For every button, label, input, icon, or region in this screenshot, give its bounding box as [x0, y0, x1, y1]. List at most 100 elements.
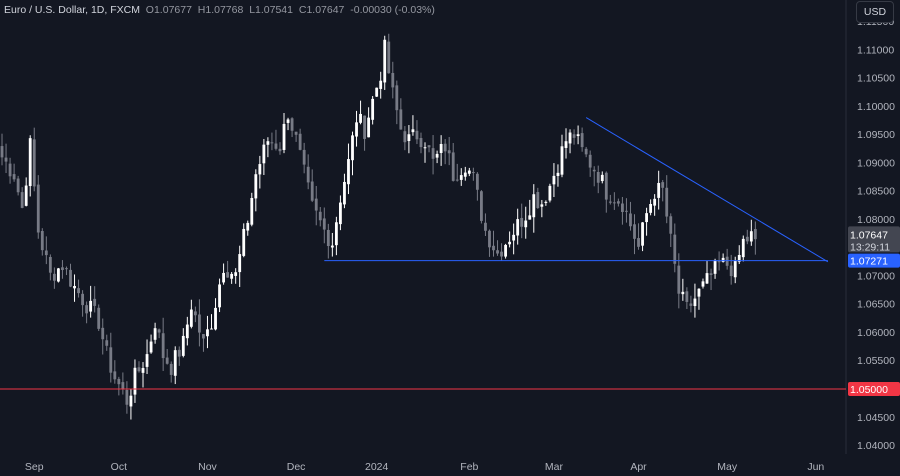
candle	[254, 169, 258, 212]
candle	[20, 187, 24, 209]
candle-body	[455, 179, 459, 181]
candle	[596, 165, 600, 194]
candle-body	[363, 115, 366, 139]
candle-body	[709, 273, 713, 275]
candle	[290, 117, 294, 138]
candle	[73, 274, 76, 302]
candle-body	[339, 202, 342, 225]
candle	[97, 304, 101, 331]
candle-body	[524, 220, 528, 228]
candle-body	[604, 172, 608, 200]
candle-body	[294, 131, 298, 135]
candle-body	[270, 142, 274, 144]
candle	[616, 198, 620, 207]
candle-body	[330, 245, 334, 248]
candle-body	[548, 185, 552, 201]
candle	[302, 142, 306, 174]
candle	[242, 223, 246, 258]
candle-body	[657, 182, 661, 198]
candle-body	[697, 288, 701, 297]
candle	[480, 190, 483, 224]
candle-body	[278, 148, 282, 152]
candle-body	[705, 273, 709, 284]
candle	[339, 195, 342, 231]
candle	[576, 125, 580, 145]
candle-body	[480, 191, 483, 221]
candle	[105, 334, 109, 351]
candles	[0, 33, 757, 420]
candle	[516, 208, 520, 245]
change-value: -0.00030 (-0.03%)	[350, 4, 435, 16]
candle-body	[73, 285, 76, 289]
candle-body	[52, 273, 56, 281]
candle-body	[57, 268, 60, 282]
candle	[177, 346, 181, 366]
candle	[141, 362, 145, 388]
candle-body	[508, 241, 512, 245]
candle	[314, 185, 318, 226]
candle-body	[198, 314, 201, 333]
candle	[657, 170, 661, 210]
y-tick-label: 1.04500	[857, 412, 895, 424]
candle-body	[149, 341, 153, 353]
candle-body	[4, 157, 8, 162]
candle-body	[81, 293, 84, 306]
candle-body	[371, 98, 375, 120]
candle	[52, 267, 56, 289]
candle	[157, 328, 161, 339]
candle-body	[633, 224, 636, 239]
candle	[298, 128, 302, 151]
candle	[210, 314, 213, 330]
candle-body	[540, 204, 544, 207]
candle-body	[266, 141, 270, 145]
candle	[173, 346, 177, 385]
candle	[403, 126, 407, 151]
candle-body	[169, 363, 173, 375]
candle-body	[423, 147, 427, 149]
candle	[12, 163, 16, 182]
candle-body	[12, 174, 16, 180]
candle	[387, 33, 391, 74]
candle-body	[681, 291, 685, 295]
candle	[375, 87, 379, 98]
currency-button[interactable]: USD	[856, 1, 894, 23]
candle	[278, 142, 282, 155]
candle-body	[254, 174, 258, 199]
candle-body	[532, 194, 536, 218]
candle	[484, 213, 487, 236]
candle-body	[689, 303, 693, 306]
candle-body	[36, 184, 40, 233]
candle	[427, 145, 431, 153]
candle	[24, 177, 28, 207]
candle-body	[621, 203, 624, 212]
candle-body	[411, 129, 415, 133]
candle	[685, 287, 689, 310]
candle	[318, 207, 322, 227]
candle-body	[745, 236, 749, 242]
x-tick-label: Oct	[111, 461, 127, 473]
candle-body	[443, 143, 447, 152]
candle-body	[612, 202, 616, 204]
candle	[512, 223, 516, 255]
y-tick-label: 1.09500	[857, 129, 895, 141]
candle-body	[661, 182, 665, 188]
candle-body	[165, 357, 169, 364]
candle	[379, 71, 383, 99]
high-label: H	[197, 4, 206, 16]
candle-body	[298, 133, 302, 150]
candle-body	[665, 187, 669, 217]
candle-body	[475, 173, 479, 190]
candle	[165, 349, 169, 365]
x-tick-label: Apr	[630, 461, 647, 473]
candle-body	[282, 123, 286, 150]
candle-body	[218, 284, 221, 308]
candle	[677, 253, 681, 309]
candle	[697, 288, 701, 310]
candle-body	[584, 148, 588, 155]
candle	[665, 175, 669, 224]
candle	[584, 146, 588, 158]
symbol-label[interactable]: Euro / U.S. Dollar, 1D, FXCM	[4, 4, 140, 16]
candle	[61, 260, 64, 279]
